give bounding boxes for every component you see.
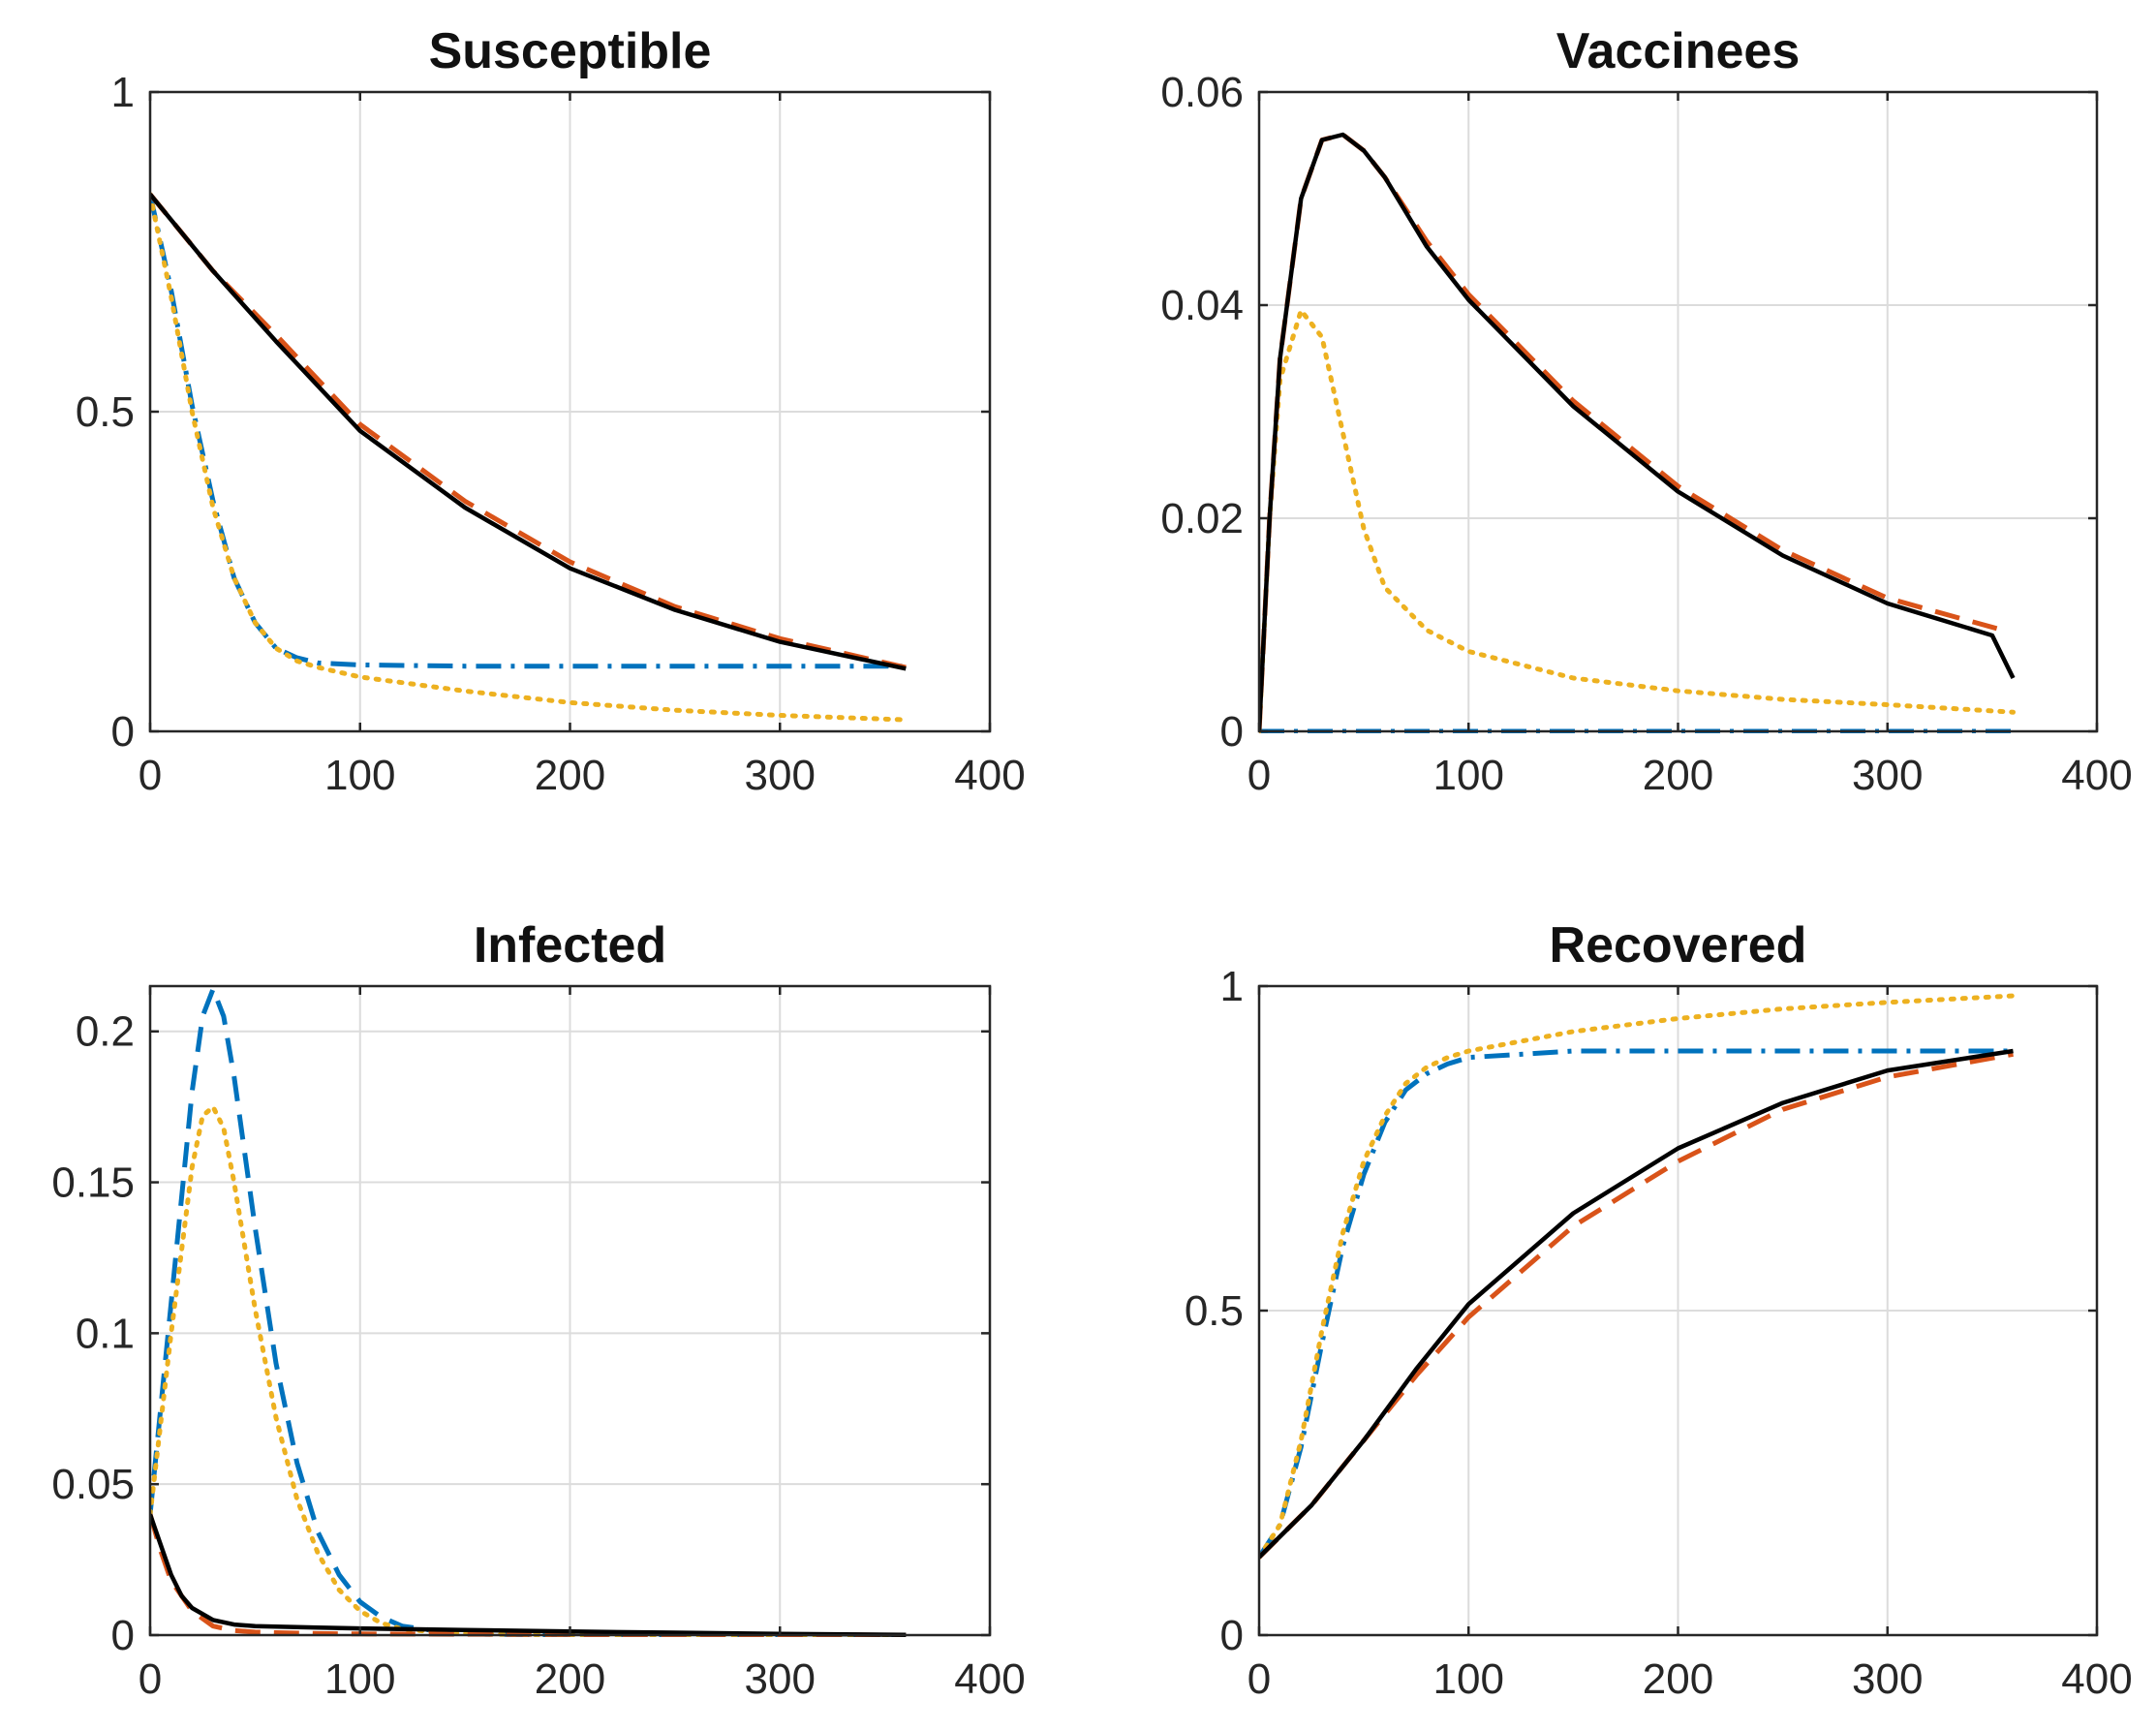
chart-4-series-group: [1259, 993, 2016, 1561]
chart-3-series-group: [150, 986, 909, 1637]
chart-2-ytick-label-2: 0.04: [1160, 282, 1244, 329]
chart-3: 0 100 200 300 400 0 0.05 0.1 0.15 0.2 Infected: [51, 917, 1025, 1703]
chart-3-xtick-label-3: 300: [745, 1655, 816, 1703]
chart-4-series-yellow-dotted: [1259, 993, 2016, 1561]
chart-4-xtick-label-3: 300: [1852, 1655, 1923, 1703]
chart-4-xtick-label-0: 0: [1247, 1655, 1271, 1703]
chart-2-ytick-label-3: 0.06: [1160, 69, 1244, 116]
chart-1-xtick-label-3: 300: [745, 752, 816, 799]
chart-1-xtick-label-1: 100: [324, 752, 395, 799]
chart-3-series-yellow-dotted: [150, 1104, 909, 1637]
chart-1-xtick-label-4: 400: [954, 752, 1025, 799]
chart-1-series-blue-dashdot: [150, 194, 907, 669]
chart-1-ytick-label-0: 0: [111, 708, 135, 756]
chart-3-title: Infected: [474, 917, 666, 974]
chart-4-ytick-label-2: 1: [1220, 963, 1244, 1010]
chart-3-ytick-label-2: 0.1: [76, 1310, 135, 1357]
chart-2-series-group: [1259, 132, 2016, 733]
chart-2-ytick-label-0: 0: [1220, 708, 1244, 756]
chart-3-series-blue-dashed: [150, 986, 907, 1637]
chart-1: 0 100 200 300 400 0 0.5 1 Susceptible: [76, 23, 1026, 799]
chart-3-xtick-label-0: 0: [139, 1655, 162, 1703]
chart-2-ytick-label-1: 0.02: [1160, 495, 1244, 542]
chart-4: 0 100 200 300 400 0 0.5 1 Recovered: [1185, 917, 2133, 1703]
chart-2-series-yellow-dotted: [1259, 308, 2016, 733]
chart-1-series-black-solid: [150, 193, 907, 671]
chart-4-series-blue-dashdot: [1259, 1048, 2014, 1559]
chart-4-series-black-solid: [1259, 1048, 2014, 1560]
chart-2: 0 100 200 300 400 0 0.02 0.04 0.06 Vaccinees: [1160, 23, 2132, 799]
chart-1-xtick-label-0: 0: [139, 752, 162, 799]
chart-2-series-black-solid: [1259, 132, 2016, 732]
chart-2-xtick-label-0: 0: [1247, 752, 1271, 799]
chart-4-xtick-label-4: 400: [2061, 1655, 2132, 1703]
chart-3-series-black-solid: [150, 1513, 907, 1637]
chart-4-ytick-label-0: 0: [1220, 1612, 1244, 1659]
chart-3-xtick-label-2: 200: [535, 1655, 605, 1703]
chart-1-ytick-label-1: 0.5: [76, 388, 135, 436]
chart-4-ytick-label-1: 0.5: [1185, 1287, 1244, 1335]
chart-4-xtick-label-2: 200: [1643, 1655, 1713, 1703]
chart-1-xtick-label-2: 200: [535, 752, 605, 799]
chart-3-xtick-label-4: 400: [954, 1655, 1025, 1703]
chart-3-xtick-label-1: 100: [324, 1655, 395, 1703]
chart-3-ytick-label-0: 0: [111, 1612, 135, 1659]
chart-1-ytick-label-2: 1: [111, 69, 135, 116]
chart-3-series-red-dashed: [150, 1513, 907, 1637]
chart-1-series-yellow-dotted: [150, 192, 909, 723]
chart-1-series-group: [150, 192, 909, 723]
chart-4-title: Recovered: [1550, 917, 1807, 974]
chart-4-series-red-dashed: [1259, 1051, 2014, 1560]
chart-2-xtick-label-3: 300: [1852, 752, 1923, 799]
chart-1-title: Susceptible: [429, 23, 712, 79]
chart-2-xtick-label-4: 400: [2061, 752, 2132, 799]
chart-2-series-red-dashed: [1259, 132, 2004, 732]
chart-3-ytick-label-1: 0.05: [51, 1461, 135, 1508]
chart-4-xtick-label-1: 100: [1433, 1655, 1504, 1703]
chart-2-xtick-label-1: 100: [1433, 752, 1504, 799]
chart-3-ytick-label-3: 0.15: [51, 1159, 135, 1207]
chart-1-series-red-dashed: [150, 193, 907, 670]
chart-2-xtick-label-2: 200: [1643, 752, 1713, 799]
chart-2-title: Vaccinees: [1556, 23, 1801, 79]
chart-3-ytick-label-4: 0.2: [76, 1008, 135, 1056]
